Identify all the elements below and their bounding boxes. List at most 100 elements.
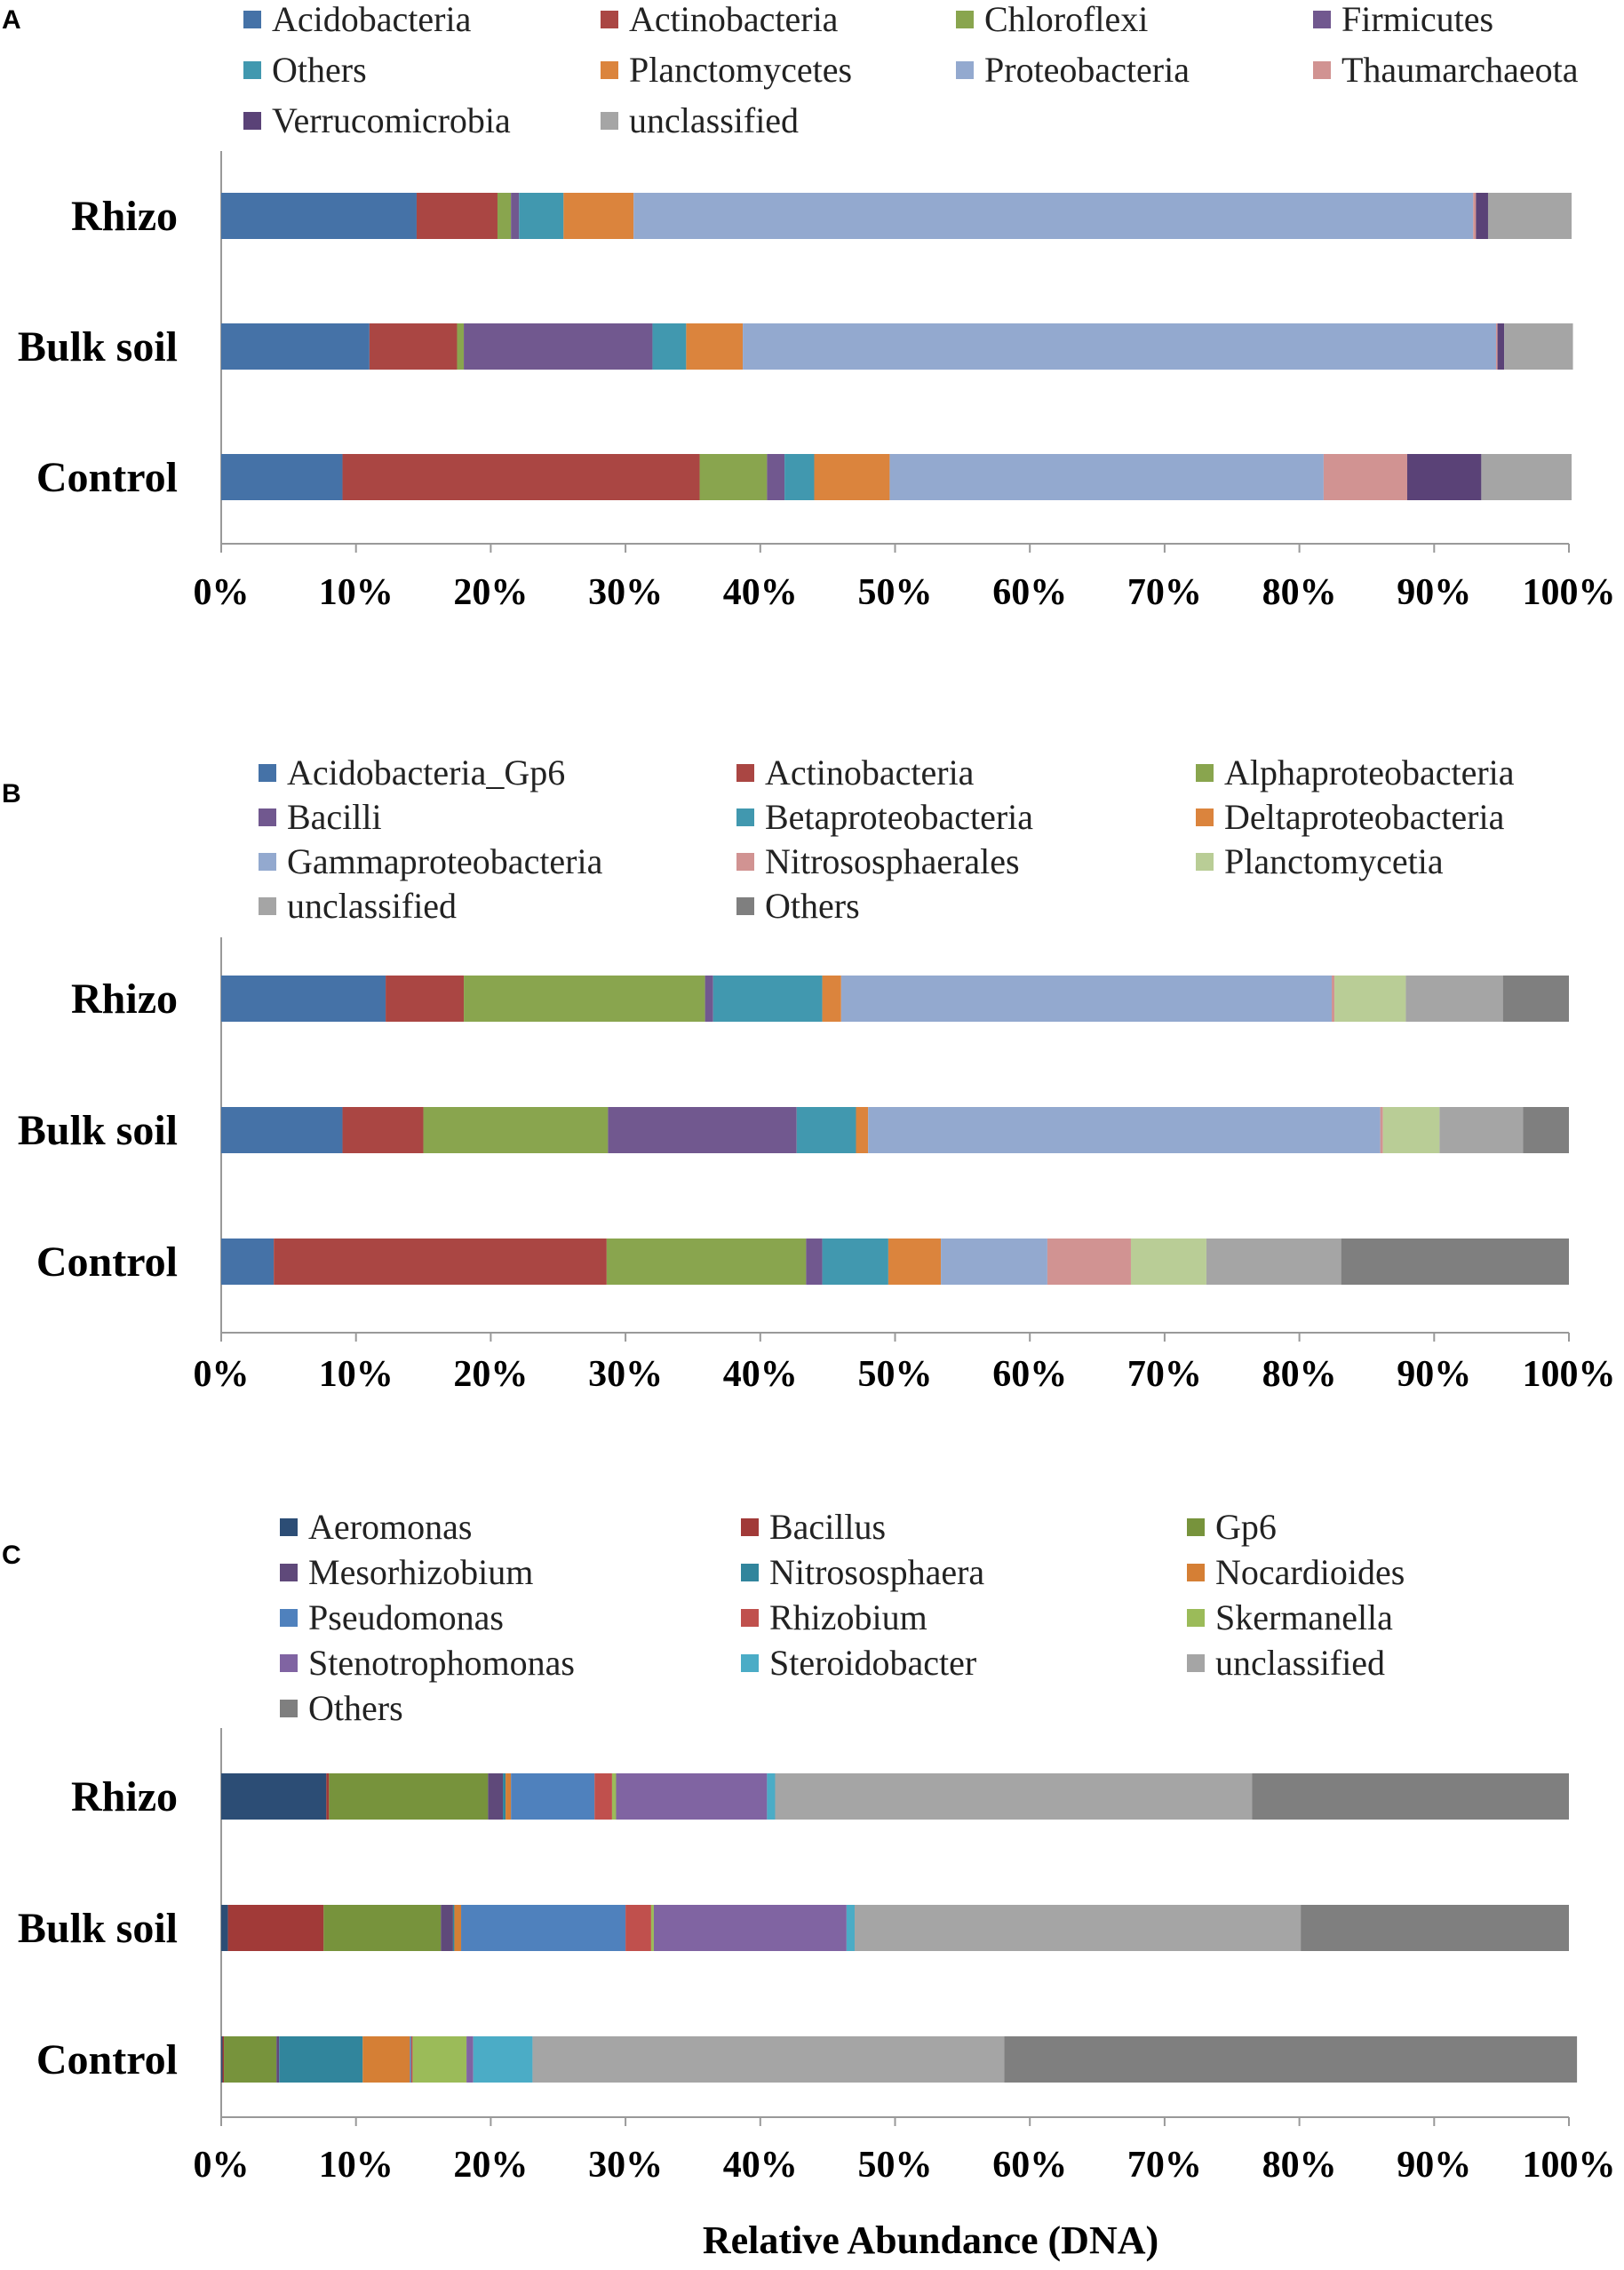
legend-item-gp6: Gp6 [1187, 1507, 1277, 1547]
bar-stack-a-rhizo [221, 193, 1572, 239]
legend-label-proteobacteria: Proteobacteria [984, 50, 1190, 90]
bar-segment-b-bulk-soil-bacilli [608, 1107, 797, 1153]
x-tick-label-c-90: 90% [1397, 2145, 1471, 2186]
legend-item-bacilli: Bacilli [259, 797, 382, 837]
bar-segment-b-control-unclassified [1206, 1239, 1341, 1285]
legend-item-proteobacteria: Proteobacteria [956, 50, 1190, 90]
legend-swatch-acidobacteria-gp6 [259, 764, 276, 782]
x-tick-label-a-0: 0% [194, 572, 250, 613]
legend-swatch-skermanella [1187, 1609, 1205, 1627]
bar-segment-b-rhizo-gammaproteobacteria [840, 976, 1333, 1022]
category-label-a-rhizo: Rhizo [71, 193, 178, 240]
legend-swatch-chloroflexi [956, 11, 974, 28]
legend-item-aeromonas: Aeromonas [280, 1507, 472, 1547]
legend-item-deltaproteobacteria: Deltaproteobacteria [1196, 797, 1505, 837]
legend-label-rhizobium: Rhizobium [769, 1597, 927, 1637]
bar-stack-b-bulk-soil [221, 1107, 1569, 1153]
bar-segment-b-control-gammaproteobacteria [941, 1239, 1047, 1285]
legend-item-verrucomicrobia: Verrucomicrobia [243, 100, 511, 140]
bar-segment-c-control-aeromonas [221, 2036, 223, 2083]
legend-label-actinobacteria: Actinobacteria [765, 753, 975, 793]
bar-segment-c-rhizo-nitrososphaera [503, 1773, 506, 1820]
legend-label-verrucomicrobia: Verrucomicrobia [272, 100, 511, 140]
legend-swatch-others [280, 1700, 298, 1717]
bar-segment-a-bulk-soil-unclassified [1504, 323, 1573, 370]
legend-item-others: Others [280, 1688, 403, 1728]
legend-label-acidobacteria: Acidobacteria [272, 0, 472, 39]
legend-label-thaumarchaeota: Thaumarchaeota [1341, 50, 1579, 90]
legend-item-acidobacteria-gp6: Acidobacteria_Gp6 [259, 753, 565, 793]
bar-segment-c-bulk-soil-pseudomonas [461, 1905, 626, 1951]
bar-segment-c-rhizo-gp6 [329, 1773, 489, 1820]
bar-segment-a-control-proteobacteria [889, 454, 1324, 500]
legend-item-unclassified: unclassified [1187, 1643, 1385, 1683]
legend-item-acidobacteria: Acidobacteria [243, 0, 472, 39]
bar-segment-c-rhizo-pseudomonas [511, 1773, 595, 1820]
legend-item-others: Others [243, 50, 367, 90]
legend-label-skermanella: Skermanella [1215, 1597, 1393, 1637]
bar-segment-b-rhizo-acidobacteria-gp6 [221, 976, 386, 1022]
bar-segment-b-bulk-soil-unclassified [1439, 1107, 1524, 1153]
legend-label-firmicutes: Firmicutes [1341, 0, 1493, 39]
legend-swatch-actinobacteria [601, 11, 618, 28]
bar-segment-c-control-nitrososphaera [279, 2036, 363, 2083]
legend-label-others: Others [308, 1688, 403, 1728]
bar-segment-a-bulk-soil-others [652, 323, 687, 370]
legend-swatch-unclassified [1187, 1654, 1205, 1672]
legend-item-planctomycetes: Planctomycetes [601, 50, 852, 90]
bar-segment-b-bulk-soil-acidobacteria-gp6 [221, 1107, 343, 1153]
legend-swatch-bacillus [741, 1518, 759, 1536]
bar-segment-a-rhizo-unclassified [1487, 193, 1572, 239]
legend-swatch-pseudomonas [280, 1609, 298, 1627]
bar-segment-b-rhizo-nitrososphaerales [1332, 976, 1335, 1022]
bar-segment-a-control-acidobacteria [221, 454, 343, 500]
category-label-c-bulk-soil: Bulk soil [18, 1905, 178, 1952]
bar-segment-b-bulk-soil-actinobacteria [342, 1107, 424, 1153]
bar-segment-b-control-deltaproteobacteria [888, 1239, 942, 1285]
legend-label-others: Others [272, 50, 367, 90]
legend-swatch-steroidobacter [741, 1654, 759, 1672]
legend-label-bacilli: Bacilli [287, 797, 382, 837]
bar-stack-c-rhizo [221, 1773, 1569, 1820]
x-tick-label-a-70: 70% [1127, 572, 1202, 613]
legend-swatch-mesorhizobium [280, 1564, 298, 1581]
bar-segment-a-rhizo-planctomycetes [563, 193, 634, 239]
bar-segment-c-bulk-soil-rhizobium [625, 1905, 651, 1951]
x-tick-label-c-30: 30% [588, 2145, 663, 2186]
legend-swatch-actinobacteria [736, 764, 754, 782]
legend-item-steroidobacter: Steroidobacter [741, 1643, 976, 1683]
panel-c: C Aeromonas Bacillus Gp6 Mesorhizobium Nitros… [2, 1507, 1616, 2262]
legend-label-mesorhizobium: Mesorhizobium [308, 1552, 533, 1592]
category-label-b-control: Control [36, 1239, 178, 1286]
x-tick-label-b-60: 60% [992, 1354, 1067, 1395]
bar-segment-b-bulk-soil-nitrososphaerales [1380, 1107, 1383, 1153]
legend-swatch-alphaproteobacteria [1196, 764, 1214, 782]
bar-segment-c-bulk-soil-aeromonas [221, 1905, 228, 1951]
bar-segment-b-bulk-soil-planctomycetia [1382, 1107, 1440, 1153]
bar-segment-b-control-others [1341, 1239, 1569, 1285]
bar-segment-a-bulk-soil-actinobacteria [369, 323, 458, 370]
bar-segment-c-bulk-soil-nocardioides [454, 1905, 462, 1951]
bar-segment-a-rhizo-thaumarchaeota [1473, 193, 1477, 239]
legend-label-pseudomonas: Pseudomonas [308, 1597, 504, 1637]
legend-swatch-verrucomicrobia [243, 112, 261, 130]
bar-segment-c-control-skermanella [412, 2036, 467, 2083]
legend-item-bacillus: Bacillus [741, 1507, 886, 1547]
x-tick-label-b-0: 0% [194, 1354, 250, 1395]
x-tick-label-a-10: 10% [319, 572, 394, 613]
x-tick-label-b-90: 90% [1397, 1354, 1471, 1395]
x-tick-label-b-40: 40% [723, 1354, 798, 1395]
bar-segment-c-rhizo-steroidobacter [767, 1773, 776, 1820]
legend-item-actinobacteria: Actinobacteria [736, 753, 975, 793]
x-tick-label-a-60: 60% [992, 572, 1067, 613]
bar-stack-a-control [221, 454, 1572, 500]
legend-item-mesorhizobium: Mesorhizobium [280, 1552, 533, 1592]
legend-label-nocardioides: Nocardioides [1215, 1552, 1405, 1592]
legend-item-alphaproteobacteria: Alphaproteobacteria [1196, 753, 1515, 793]
legend-swatch-others [243, 61, 261, 79]
x-tick-label-b-70: 70% [1127, 1354, 1202, 1395]
bar-segment-b-control-alphaproteobacteria [606, 1239, 807, 1285]
x-tick-label-b-50: 50% [858, 1354, 933, 1395]
bar-segment-a-control-verrucomicrobia [1406, 454, 1482, 500]
x-tick-label-b-20: 20% [453, 1354, 528, 1395]
